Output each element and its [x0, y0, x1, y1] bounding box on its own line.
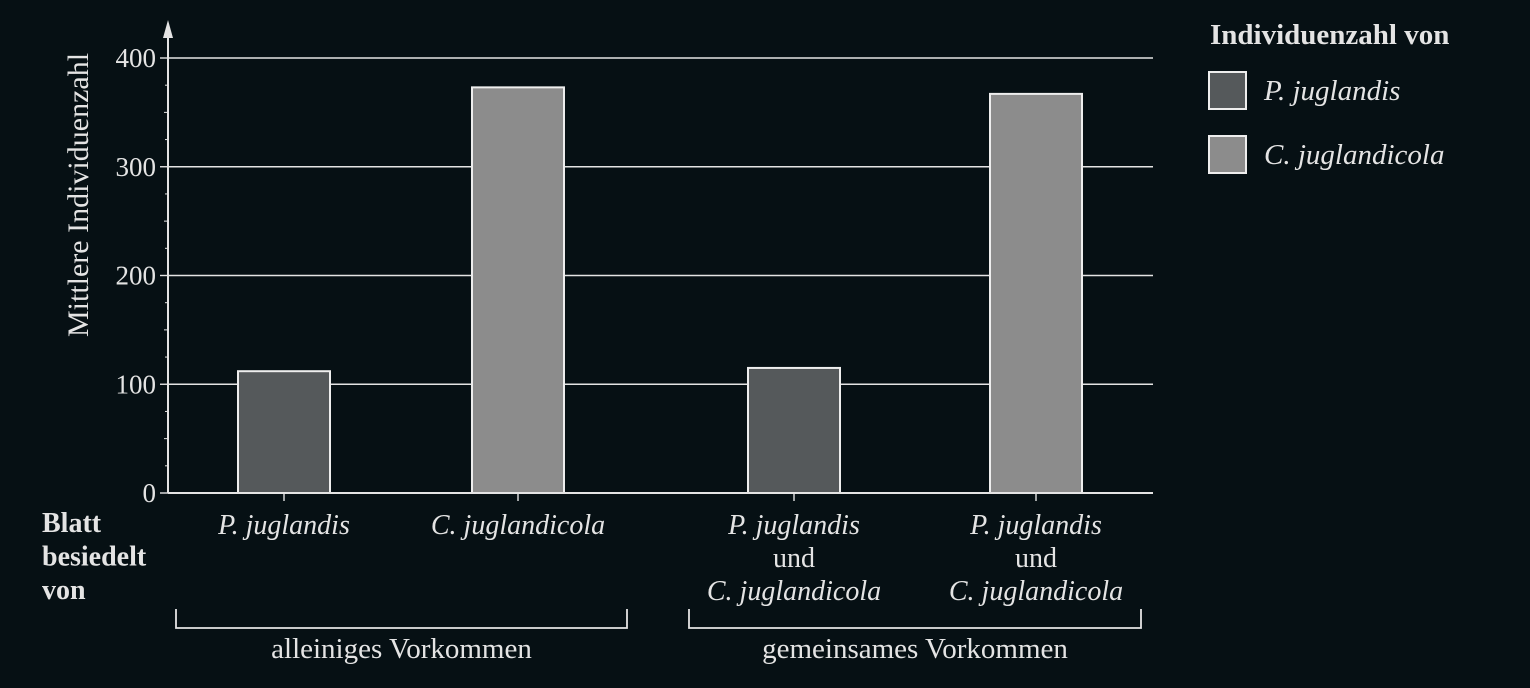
category-label-line: P. juglandis	[969, 510, 1102, 541]
legend-title: Individuenzahl von	[1210, 19, 1449, 51]
category-label-line: C. juglandicola	[431, 510, 605, 541]
gridlines	[168, 57, 1153, 385]
group-brackets: alleiniges Vorkommen gemeinsames Vorkomme…	[175, 609, 1142, 665]
category-label-line: P. juglandis	[727, 510, 860, 541]
category-label-line: P. juglandis	[217, 510, 350, 541]
category-label-line: C. juglandicola	[949, 576, 1123, 607]
y-tick-label: 100	[116, 369, 157, 399]
group-bracket	[688, 609, 1142, 629]
legend-label: P. juglandis	[1263, 75, 1400, 107]
category-label-line: C. juglandicola	[707, 576, 881, 607]
axes	[160, 20, 1153, 501]
bar	[747, 366, 841, 494]
y-axis-label: Mittlere Individuenzahl	[62, 53, 95, 337]
category-label-line: und	[1015, 543, 1057, 574]
y-tick-labels: 0 100 200 300 400	[116, 43, 157, 508]
category-labels: P. juglandis C. juglandicola P. juglandisu…	[217, 510, 1123, 607]
legend-label: C. juglandicola	[1264, 139, 1444, 171]
legend-swatch	[1208, 71, 1247, 110]
y-tick-label: 400	[116, 43, 157, 73]
bar	[237, 370, 331, 495]
x-row-label-line: besiedelt	[42, 542, 147, 573]
group-label: alleiniges Vorkommen	[271, 633, 532, 665]
y-tick-label: 300	[116, 152, 157, 182]
legend: Individuenzahl von P. juglandis C. juglan…	[1208, 19, 1449, 174]
x-row-label-line: von	[42, 575, 86, 606]
bar	[989, 92, 1083, 494]
y-axis-arrow	[163, 20, 173, 38]
x-row-label-line: Blatt	[42, 508, 102, 539]
group-bracket	[175, 609, 628, 629]
y-tick-label: 0	[143, 478, 157, 508]
category-label-line: und	[773, 543, 815, 574]
bars	[237, 86, 1083, 495]
bar	[471, 86, 565, 495]
group-label: gemeinsames Vorkommen	[762, 633, 1068, 665]
y-tick-label: 200	[116, 261, 157, 291]
legend-swatch	[1208, 135, 1247, 174]
